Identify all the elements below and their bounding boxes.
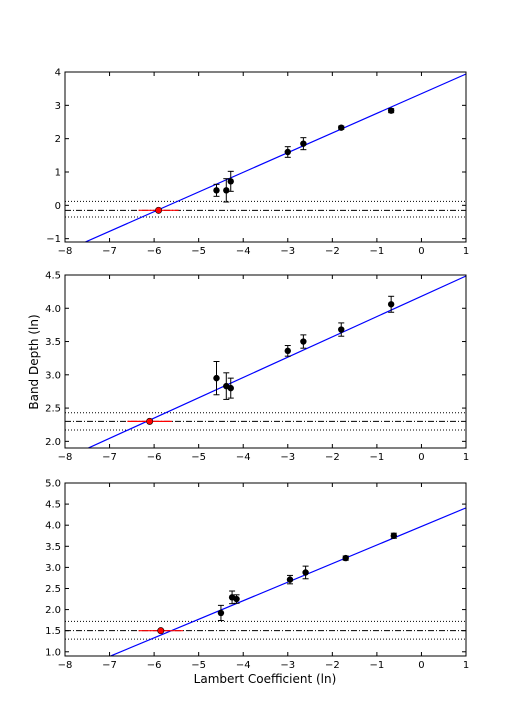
bottom-y-tick-label: 4.0 [45,521,61,532]
top-intersection-point [155,206,163,214]
bottom-y-tick-label: 2.0 [45,605,61,616]
top-data-point-0 [213,187,220,194]
bottom-x-tick-label: −6 [147,660,162,671]
top-x-tick-label: −5 [191,246,206,257]
middle-data-point-3 [284,347,291,355]
bottom-x-tick-label: −3 [280,660,295,671]
middle-y-tick-label: 2.5 [45,404,61,415]
bottom-plot-area [65,507,466,656]
top-x-tick-label: 0 [418,246,424,257]
middle-data-point-6 [387,301,395,308]
middle-y-tick-label: 3.5 [45,337,61,348]
top-x-tick-label: −4 [236,246,251,257]
x-axis-title: Lambert Coefficient (ln) [194,672,337,686]
middle-y-tick-label: 2.0 [45,437,61,448]
bottom-x-tick-label: 1 [463,660,469,671]
bottom-x-tick-label: −8 [58,660,73,671]
middle-data-point-4 [300,338,307,345]
top-x-tick-label: −1 [370,246,385,257]
top-data-point-2 [227,178,234,185]
bottom-y-tick-label: 5.0 [45,479,61,490]
bottom-data-point-5 [342,554,349,562]
top-data-point-3 [284,148,291,156]
top-y-tick-label: 3 [55,101,61,112]
bottom-x-tick-label: 0 [418,660,424,671]
bottom-data-point-2 [233,595,240,603]
middle-plot-area [65,275,466,448]
bottom-axes-frame [64,482,467,657]
top-y-tick-label: −1 [46,234,61,245]
bottom-fit-line [109,507,466,656]
middle-x-tick-label: −3 [280,452,295,463]
bottom-intersection-point [157,627,165,635]
middle-fit-line [86,275,466,448]
bottom-y-tick-label: 2.5 [45,584,61,595]
panel-top: −8 −7 −6 −5 −4 −3 −2 −1 0 1 −1 0 1 2 3 4 [46,68,469,258]
middle-x-tick-label: −1 [370,452,385,463]
bottom-x-tick-label: −2 [325,660,340,671]
bottom-x-tick-label: −1 [370,660,385,671]
middle-y-tick-label: 3.0 [45,370,61,381]
middle-x-tick-label: −7 [102,452,117,463]
bottom-y-tick-label: 4.5 [45,500,61,511]
bottom-y-tick-label: 1.0 [45,647,61,658]
bottom-y-tick-label: 1.5 [45,626,61,637]
top-x-tick-label: 1 [463,246,469,257]
middle-y-tick-label: 4.5 [45,271,61,282]
middle-x-tick-label: 1 [463,452,469,463]
top-data-point-4 [300,140,307,147]
middle-intersection-point [146,417,154,425]
bottom-y-tick-label: 3.5 [45,542,61,553]
middle-axes-frame [64,274,467,449]
top-y-tick-label: 4 [55,68,61,79]
middle-x-tick-label: −4 [236,452,251,463]
top-y-tick-label: 0 [55,201,61,212]
top-x-tick-label: −8 [58,246,73,257]
top-data-point-5 [338,124,345,131]
middle-data-point-5 [338,326,345,333]
top-x-tick-label: −6 [147,246,162,257]
top-data-point-1 [223,187,230,194]
bottom-data-point-4 [302,569,309,576]
middle-x-tick-label: −8 [58,452,73,463]
middle-y-tick-label: 4.0 [45,304,61,315]
top-x-tick-label: −7 [102,246,117,257]
middle-x-tick-label: −2 [325,452,340,463]
top-x-tick-label: −3 [280,246,295,257]
panel-middle: −8 −7 −6 −5 −4 −3 −2 −1 0 1 2.0 2.5 3.0 3.5 4.0 4.5 [45,271,469,464]
bottom-data-point-0 [217,609,225,617]
middle-data-point-0 [213,374,220,382]
top-y-tick-label: 2 [55,134,61,145]
bottom-data-point-3 [286,576,294,583]
bottom-x-tick-label: −7 [102,660,117,671]
top-plot-area [65,73,466,242]
middle-x-tick-label: −5 [191,452,206,463]
bottom-x-tick-label: −5 [191,660,206,671]
top-data-point-6 [387,107,395,114]
y-axis-title: Band Depth (ln) [27,314,41,409]
bottom-y-tick-label: 3.0 [45,563,61,574]
middle-x-tick-label: −6 [147,452,162,463]
bottom-x-tick-label: −4 [236,660,251,671]
bottom-data-point-6 [390,532,398,539]
panel-bottom: −8 −7 −6 −5 −4 −3 −2 −1 0 1 1.0 1.5 2.0 2.5 3.0 3.5 4.0 4… [45,479,469,672]
top-axes-frame [64,71,467,243]
middle-x-tick-label: 0 [418,452,424,463]
top-y-tick-label: 1 [55,168,61,179]
top-fit-line [83,73,466,242]
top-x-tick-label: −2 [325,246,340,257]
middle-data-point-2 [227,384,234,392]
